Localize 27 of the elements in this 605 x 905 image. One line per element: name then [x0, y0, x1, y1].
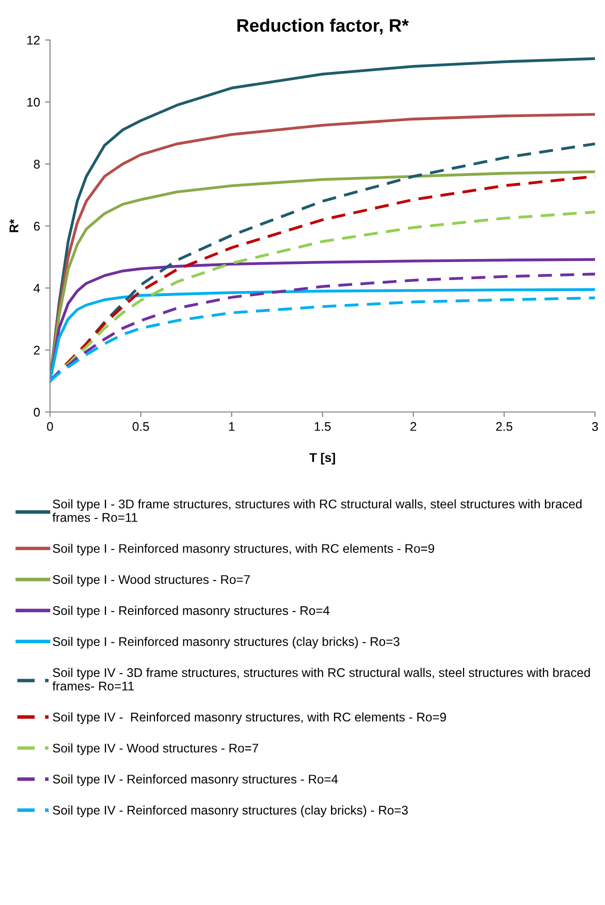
x-axis-title: T [s] [309, 452, 335, 464]
legend-label: Soil type I - 3D frame structures, structures with RC structural walls, steel structures with braced frames - Ro=11 [52, 499, 582, 522]
x-tick-label: 0 [47, 422, 53, 431]
legend-label: Soil type IV - Wood structures - Ro=7 [52, 743, 258, 756]
legend-label: Soil type I - Reinforced masonry structures (clay bricks) - Ro=3 [52, 636, 400, 648]
x-tick-label: 0.5 [132, 422, 149, 431]
chart-title: Reduction factor, R* [237, 18, 409, 34]
legend-label: Soil type IV - Reinforced masonry structures - Ro=4 [52, 774, 338, 786]
legend-label: Soil type IV - 3D frame structures, structures with RC structural walls, steel structures with braced frames- Ro=11 [52, 668, 590, 690]
legend-label: Soil type IV - Reinforced masonry structures (clay bricks) - Ro=3 [52, 805, 408, 818]
y-axis-title: R* [10, 219, 18, 232]
x-tick-label: 2 [410, 422, 416, 431]
y-tick-label: 12 [27, 36, 40, 45]
y-tick-label: 2 [34, 346, 40, 355]
x-tick-label: 3 [592, 422, 598, 431]
legend-label: Soil type I - Wood structures - Ro=7 [52, 574, 250, 586]
x-tick-label: 1 [229, 422, 235, 431]
x-tick-label: 1.5 [314, 422, 331, 431]
y-tick-label: 6 [34, 222, 40, 231]
y-tick-label: 8 [34, 160, 40, 169]
y-tick-label: 10 [27, 98, 40, 107]
x-tick-label: 2.5 [496, 422, 512, 431]
legend-label: Soil type I - Reinforced masonry structures, with RC elements - Ro=9 [52, 544, 434, 556]
legend-label: Soil type I - Reinforced masonry structures - Ro=4 [52, 606, 330, 618]
y-tick-label: 4 [34, 284, 40, 293]
y-tick-label: 0 [34, 408, 40, 417]
legend-label: Soil type IV - Reinforced masonry structures, with RC elements - Ro=9 [52, 712, 446, 724]
